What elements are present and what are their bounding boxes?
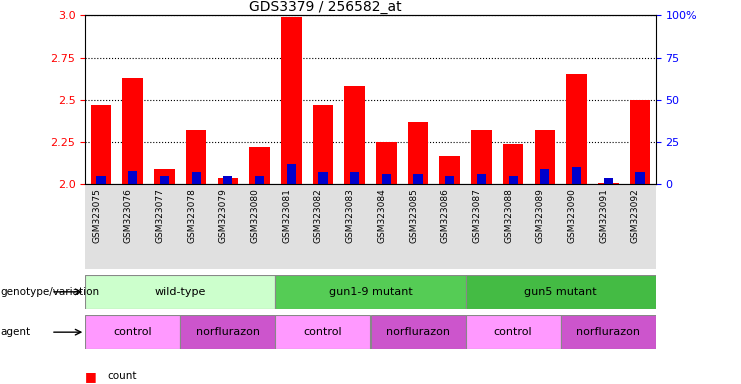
- Bar: [85, 275, 276, 309]
- Bar: [382, 174, 391, 184]
- Bar: [180, 184, 212, 269]
- Text: control: control: [113, 327, 152, 337]
- Bar: [534, 130, 555, 184]
- Bar: [307, 184, 339, 269]
- Bar: [413, 174, 422, 184]
- Bar: [624, 184, 656, 269]
- Bar: [244, 184, 276, 269]
- Bar: [508, 176, 518, 184]
- Text: gun5 mutant: gun5 mutant: [525, 287, 597, 297]
- Bar: [287, 164, 296, 184]
- Bar: [561, 184, 592, 269]
- Bar: [276, 315, 370, 349]
- Bar: [471, 130, 492, 184]
- Bar: [212, 184, 244, 269]
- Text: GSM323076: GSM323076: [124, 189, 133, 243]
- Text: count: count: [107, 371, 137, 381]
- Text: wild-type: wild-type: [155, 287, 206, 297]
- Bar: [434, 184, 465, 269]
- Text: GSM323079: GSM323079: [219, 189, 227, 243]
- Bar: [313, 105, 333, 184]
- Bar: [180, 315, 276, 349]
- Bar: [439, 156, 460, 184]
- Bar: [122, 78, 143, 184]
- Bar: [350, 172, 359, 184]
- Text: GSM323084: GSM323084: [377, 189, 386, 243]
- Text: norflurazon: norflurazon: [576, 327, 640, 337]
- Bar: [276, 184, 307, 269]
- Bar: [465, 315, 561, 349]
- Bar: [117, 184, 149, 269]
- Bar: [90, 105, 111, 184]
- Bar: [445, 176, 454, 184]
- Bar: [540, 169, 550, 184]
- Text: GSM323085: GSM323085: [409, 189, 418, 243]
- Bar: [529, 184, 561, 269]
- Text: GSM323087: GSM323087: [473, 189, 482, 243]
- Text: GSM323089: GSM323089: [536, 189, 545, 243]
- Bar: [566, 74, 587, 184]
- Text: ■: ■: [85, 370, 97, 383]
- Bar: [223, 176, 233, 184]
- Bar: [572, 167, 581, 184]
- Bar: [561, 315, 656, 349]
- Bar: [503, 144, 523, 184]
- Bar: [604, 177, 613, 184]
- Bar: [370, 315, 465, 349]
- Bar: [402, 184, 434, 269]
- Bar: [635, 172, 645, 184]
- Text: GSM323086: GSM323086: [441, 189, 450, 243]
- Title: GDS3379 / 256582_at: GDS3379 / 256582_at: [248, 0, 401, 14]
- Bar: [497, 184, 529, 269]
- Bar: [154, 169, 175, 184]
- Text: GSM323091: GSM323091: [599, 189, 608, 243]
- Bar: [281, 17, 302, 184]
- Text: control: control: [304, 327, 342, 337]
- Bar: [249, 147, 270, 184]
- Bar: [218, 177, 238, 184]
- Bar: [465, 275, 656, 309]
- Text: norflurazon: norflurazon: [196, 327, 260, 337]
- Bar: [476, 174, 486, 184]
- Bar: [96, 176, 106, 184]
- Bar: [191, 172, 201, 184]
- Text: norflurazon: norflurazon: [386, 327, 450, 337]
- Text: GSM323082: GSM323082: [314, 189, 323, 243]
- Bar: [319, 172, 328, 184]
- Text: GSM323083: GSM323083: [345, 189, 355, 243]
- Bar: [160, 176, 169, 184]
- Bar: [598, 183, 619, 184]
- Text: GSM323081: GSM323081: [282, 189, 291, 243]
- Text: genotype/variation: genotype/variation: [1, 287, 100, 297]
- Bar: [85, 315, 180, 349]
- Bar: [85, 184, 117, 269]
- Text: gun1-9 mutant: gun1-9 mutant: [328, 287, 413, 297]
- Bar: [370, 184, 402, 269]
- Text: GSM323090: GSM323090: [568, 189, 576, 243]
- Text: GSM323075: GSM323075: [92, 189, 101, 243]
- Bar: [465, 184, 497, 269]
- Bar: [128, 171, 137, 184]
- Text: GSM323080: GSM323080: [250, 189, 259, 243]
- Bar: [186, 130, 207, 184]
- Text: control: control: [494, 327, 533, 337]
- Text: GSM323078: GSM323078: [187, 189, 196, 243]
- Text: agent: agent: [1, 327, 31, 337]
- Bar: [276, 275, 465, 309]
- Text: GSM323077: GSM323077: [156, 189, 165, 243]
- Bar: [339, 184, 370, 269]
- Bar: [149, 184, 180, 269]
- Text: GSM323088: GSM323088: [504, 189, 513, 243]
- Bar: [255, 176, 265, 184]
- Bar: [376, 142, 396, 184]
- Bar: [592, 184, 624, 269]
- Bar: [408, 122, 428, 184]
- Bar: [345, 86, 365, 184]
- Text: GSM323092: GSM323092: [631, 189, 640, 243]
- Bar: [630, 100, 651, 184]
